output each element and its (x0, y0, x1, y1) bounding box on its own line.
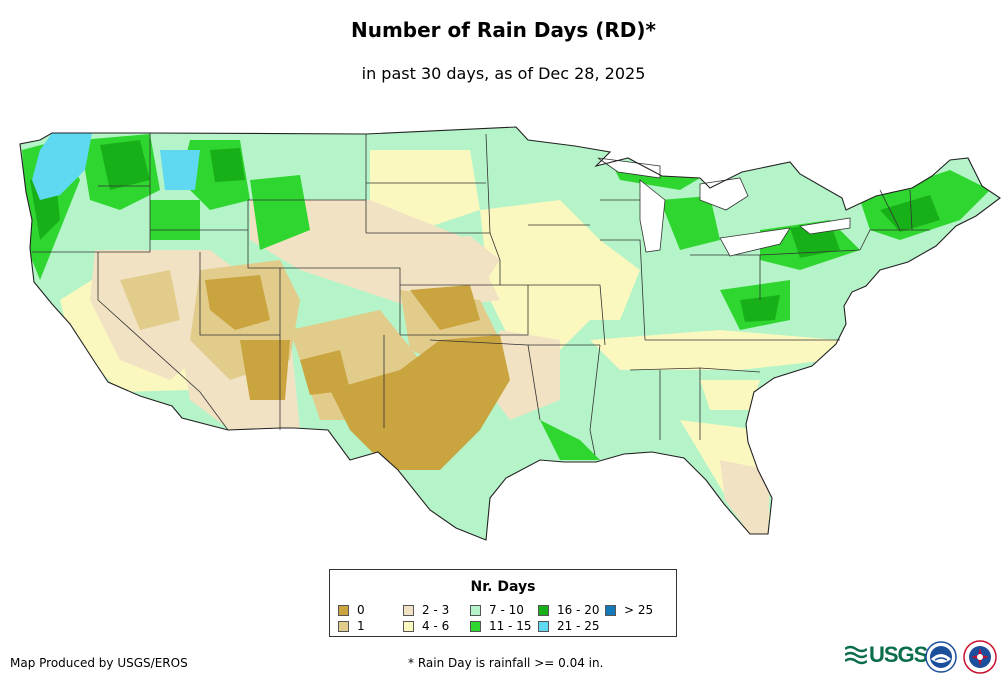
legend-item: 4 - 6 (403, 619, 449, 633)
legend-label: > 25 (624, 603, 654, 617)
legend-label: 2 - 3 (422, 603, 450, 617)
legend-label: 4 - 6 (422, 619, 450, 633)
nws-seal-icon (963, 640, 997, 674)
legend-swatch (538, 604, 549, 616)
legend-swatch (338, 620, 349, 632)
great-lakes (597, 157, 851, 257)
legend-item: 11 - 15 (470, 619, 532, 633)
legend-swatch (605, 604, 616, 616)
legend-swatch (538, 620, 549, 632)
legend-label: 21 - 25 (557, 619, 600, 633)
usgs-logo: USGS (845, 642, 928, 668)
legend-swatch (403, 620, 414, 632)
legend-item: 16 - 20 (538, 603, 600, 617)
legend-item: 7 - 10 (470, 603, 524, 617)
legend-title: Nr. Days (470, 579, 536, 595)
state-boundaries (32, 133, 930, 456)
legend-swatch (338, 604, 349, 616)
legend-label: 11 - 15 (489, 619, 532, 633)
legend-item: 21 - 25 (538, 619, 600, 633)
legend-label: 0 (357, 603, 365, 617)
legend-swatch (403, 604, 414, 616)
usgs-wave-icon (845, 644, 867, 666)
map-subtitle: in past 30 days, as of Dec 28, 2025 (361, 64, 646, 83)
legend-label: 16 - 20 (557, 603, 600, 617)
usgs-logo-text: USGS (869, 642, 928, 667)
rain-day-footnote: * Rain Day is rainfall >= 0.04 in. (408, 656, 604, 670)
legend: Nr. Days 0 1 2 - 3 4 - 6 7 - 10 11 - 15 … (329, 569, 677, 637)
legend-item: 1 (338, 619, 365, 633)
legend-label: 1 (357, 619, 365, 633)
legend-label: 7 - 10 (489, 603, 524, 617)
rain-days-map (19, 126, 1001, 541)
legend-item: > 25 (605, 603, 653, 617)
map-title: Number of Rain Days (RD)* (350, 18, 656, 42)
legend-item: 0 (338, 603, 365, 617)
legend-item: 2 - 3 (403, 603, 449, 617)
noaa-seal-icon (925, 641, 957, 673)
legend-swatch (470, 604, 481, 616)
map-credit: Map Produced by USGS/EROS (10, 656, 188, 670)
legend-swatch (470, 620, 481, 632)
rain-day-fills (20, 127, 1000, 540)
